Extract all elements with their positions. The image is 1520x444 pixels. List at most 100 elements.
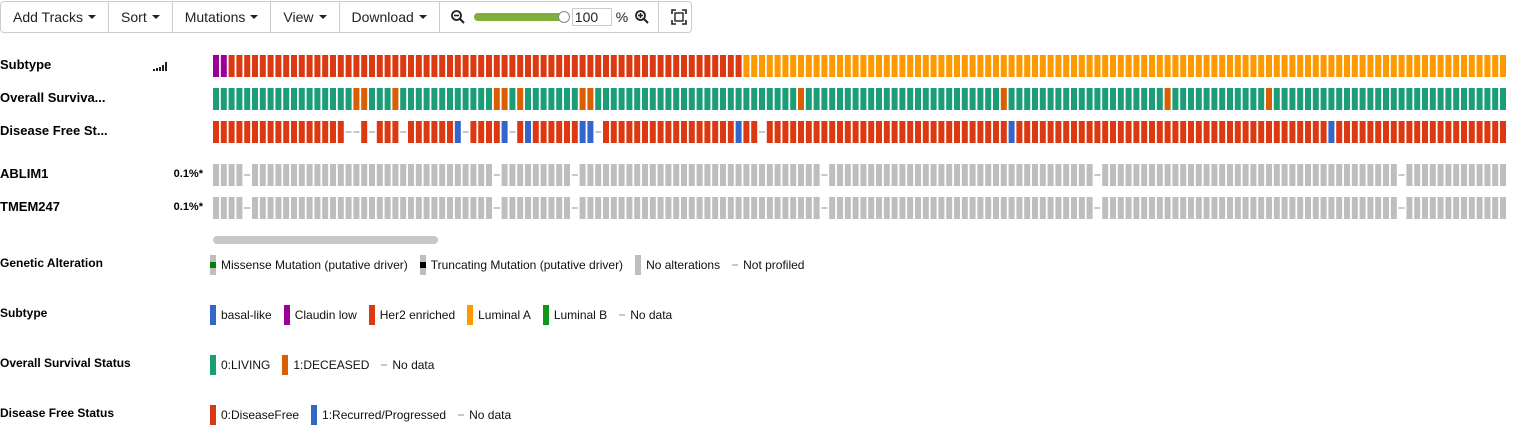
track-label-tmem247[interactable]: TMEM247 (0, 199, 60, 214)
tmem247-cell[interactable] (1359, 197, 1366, 219)
overall-survival-cell[interactable] (462, 88, 469, 110)
tmem247-cell[interactable] (844, 197, 851, 219)
tmem247-cell[interactable] (392, 197, 399, 219)
tmem247-cell[interactable] (759, 197, 765, 219)
tmem247-cell[interactable] (1429, 197, 1436, 219)
overall-survival-cell[interactable] (626, 88, 633, 110)
ablim1-not-profiled-cell[interactable] (1398, 174, 1405, 176)
overall-survival-cell[interactable] (1016, 88, 1023, 110)
ablim1-cell[interactable] (1468, 164, 1475, 186)
ablim1-not-profiled-cell[interactable] (1094, 174, 1101, 176)
tmem247-cell[interactable] (1336, 197, 1343, 219)
overall-survival-cell[interactable] (634, 88, 641, 110)
disease-free-cell[interactable] (532, 121, 539, 143)
disease-free-cell[interactable] (1429, 121, 1436, 143)
tmem247-cell[interactable] (1422, 197, 1428, 219)
subtype-cell[interactable] (369, 55, 375, 77)
tmem247-cell[interactable] (298, 197, 305, 219)
overall-survival-cell[interactable] (213, 88, 219, 110)
overall-survival-cell[interactable] (1227, 88, 1233, 110)
overall-survival-cell[interactable] (400, 88, 407, 110)
subtype-cell[interactable] (665, 55, 672, 77)
disease-free-cell[interactable] (883, 121, 890, 143)
subtype-cell[interactable] (454, 55, 461, 77)
tmem247-cell[interactable] (954, 197, 960, 219)
subtype-cell[interactable] (1078, 55, 1085, 77)
overall-survival-cell[interactable] (1445, 88, 1452, 110)
subtype-cell[interactable] (1359, 55, 1366, 77)
ablim1-cell[interactable] (930, 164, 937, 186)
disease-free-cell[interactable] (267, 121, 274, 143)
disease-free-cell[interactable] (1461, 121, 1467, 143)
disease-free-cell[interactable] (1305, 121, 1311, 143)
disease-free-no-data-cell[interactable] (345, 131, 352, 133)
overall-survival-cell[interactable] (704, 88, 711, 110)
ablim1-cell[interactable] (220, 164, 227, 186)
overall-survival-cell[interactable] (1390, 88, 1397, 110)
tmem247-cell[interactable] (829, 197, 836, 219)
ablim1-cell[interactable] (1000, 164, 1007, 186)
ablim1-cell[interactable] (1219, 164, 1226, 186)
ablim1-cell[interactable] (673, 164, 680, 186)
disease-free-cell[interactable] (486, 121, 492, 143)
ablim1-cell[interactable] (1453, 164, 1460, 186)
subtype-cell[interactable] (1344, 55, 1350, 77)
ablim1-cell[interactable] (501, 164, 508, 186)
subtype-cell[interactable] (1234, 55, 1241, 77)
sort-button[interactable]: Sort (109, 2, 173, 32)
overall-survival-cell[interactable] (587, 88, 594, 110)
overall-survival-cell[interactable] (1164, 88, 1171, 110)
subtype-cell[interactable] (213, 55, 219, 77)
disease-free-cell[interactable] (478, 121, 485, 143)
tmem247-cell[interactable] (384, 197, 391, 219)
tmem247-cell[interactable] (993, 197, 999, 219)
tmem247-cell[interactable] (681, 197, 687, 219)
overall-survival-cell[interactable] (1211, 88, 1218, 110)
ablim1-not-profiled-cell[interactable] (821, 174, 828, 176)
ablim1-cell[interactable] (665, 164, 672, 186)
disease-free-cell[interactable] (493, 121, 500, 143)
disease-free-cell[interactable] (790, 121, 797, 143)
track-label-ablim1[interactable]: ABLIM1 (0, 166, 49, 181)
subtype-cell[interactable] (1094, 55, 1101, 77)
overall-survival-cell[interactable] (751, 88, 758, 110)
tmem247-cell[interactable] (876, 197, 882, 219)
subtype-cell[interactable] (1063, 55, 1070, 77)
ablim1-cell[interactable] (1117, 164, 1124, 186)
ablim1-cell[interactable] (1149, 164, 1155, 186)
ablim1-cell[interactable] (603, 164, 609, 186)
disease-free-cell[interactable] (993, 121, 999, 143)
ablim1-cell[interactable] (1484, 164, 1491, 186)
subtype-cell[interactable] (673, 55, 680, 77)
subtype-cell[interactable] (1305, 55, 1311, 77)
disease-free-cell[interactable] (844, 121, 851, 143)
subtype-cell[interactable] (1071, 55, 1077, 77)
disease-free-cell[interactable] (1320, 121, 1327, 143)
subtype-cell[interactable] (501, 55, 508, 77)
ablim1-cell[interactable] (1203, 164, 1210, 186)
disease-free-cell[interactable] (922, 121, 929, 143)
overall-survival-cell[interactable] (883, 88, 890, 110)
tmem247-cell[interactable] (1312, 197, 1319, 219)
overall-survival-cell[interactable] (1429, 88, 1436, 110)
ablim1-cell[interactable] (946, 164, 953, 186)
ablim1-cell[interactable] (1227, 164, 1233, 186)
overall-survival-cell[interactable] (1032, 88, 1038, 110)
ablim1-cell[interactable] (1500, 164, 1506, 186)
overall-survival-cell[interactable] (618, 88, 625, 110)
subtype-cell[interactable] (587, 55, 594, 77)
subtype-cell[interactable] (1453, 55, 1460, 77)
tmem247-not-profiled-cell[interactable] (493, 207, 500, 209)
tmem247-cell[interactable] (727, 197, 734, 219)
overall-survival-cell[interactable] (1094, 88, 1101, 110)
overall-survival-cell[interactable] (415, 88, 422, 110)
ablim1-cell[interactable] (751, 164, 758, 186)
ablim1-cell[interactable] (1234, 164, 1241, 186)
disease-free-cell[interactable] (470, 121, 477, 143)
disease-free-cell[interactable] (252, 121, 258, 143)
disease-free-cell[interactable] (337, 121, 344, 143)
tmem247-cell[interactable] (946, 197, 953, 219)
overall-survival-cell[interactable] (1492, 88, 1499, 110)
ablim1-not-profiled-cell[interactable] (493, 174, 500, 176)
tmem247-cell[interactable] (642, 197, 648, 219)
